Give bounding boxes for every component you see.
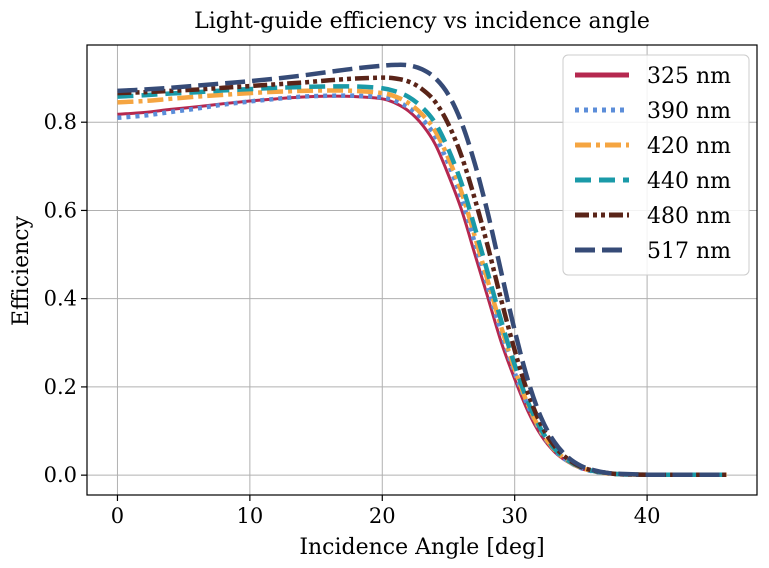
x-tick-label: 20: [369, 504, 396, 528]
chart-title: Light-guide efficiency vs incidence angl…: [194, 9, 650, 34]
y-tick-label: 0.6: [44, 198, 77, 222]
y-tick-label: 0.4: [44, 287, 77, 311]
x-tick-label: 40: [634, 504, 661, 528]
legend-label-440-nm: 440 nm: [647, 169, 731, 194]
legend-label-325-nm: 325 nm: [647, 64, 731, 89]
legend-box: [562, 54, 750, 276]
y-tick-label: 0.0: [44, 463, 77, 487]
legend-label-390-nm: 390 nm: [647, 99, 731, 124]
legend-label-420-nm: 420 nm: [647, 134, 731, 159]
y-tick-label: 0.2: [44, 375, 77, 399]
legend: 325 nm 390 nm 420 nm 440 nm 480 nm 517 nm: [562, 54, 750, 276]
axis-ticks: 0 10 20 30 40 0.0 0.2 0.4 0.6 0.8: [44, 110, 661, 528]
x-tick-label: 0: [111, 504, 124, 528]
x-tick-label: 30: [501, 504, 528, 528]
y-tick-label: 0.8: [44, 110, 77, 134]
series-line-517-nm: [117, 62, 727, 478]
legend-label-517-nm: 517 nm: [647, 239, 731, 264]
x-axis-label: Incidence Angle [deg]: [299, 535, 544, 560]
y-axis-label: Efficiency: [9, 215, 34, 326]
plot-frame: [86, 44, 758, 496]
series-lines: [117, 62, 727, 478]
legend-label-480-nm: 480 nm: [647, 204, 731, 229]
x-tick-label: 10: [236, 504, 263, 528]
